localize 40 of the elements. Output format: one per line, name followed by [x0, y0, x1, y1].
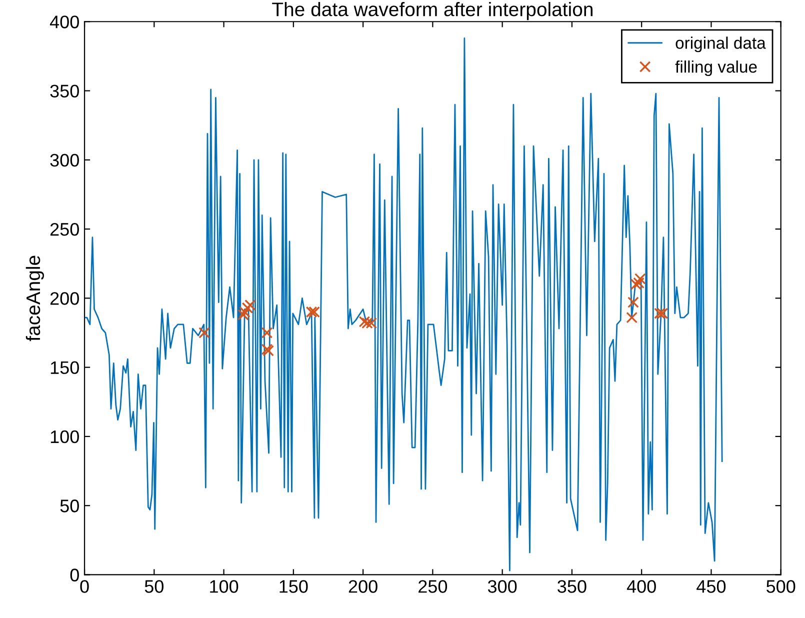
- y-tick-label: 100: [50, 430, 79, 444]
- legend-label: filling value: [675, 60, 757, 76]
- point: [633, 277, 644, 289]
- x-tick-label: 450: [696, 580, 726, 593]
- point: [242, 302, 254, 314]
- point: [634, 273, 646, 285]
- point: [238, 306, 250, 318]
- y-tick-label: 150: [50, 361, 79, 374]
- point: [654, 308, 666, 320]
- y-tick-label: 400: [50, 16, 79, 28]
- point: [308, 306, 320, 318]
- x-tick-label: 300: [488, 580, 517, 593]
- point: [656, 308, 668, 320]
- y-tick-label: 200: [50, 292, 79, 305]
- chart-title: The data waveform after interpolation: [272, 2, 592, 20]
- x-tick-label: 250: [418, 580, 448, 593]
- point: [198, 327, 210, 338]
- y-tick-label: 0: [70, 568, 79, 582]
- point: [628, 296, 639, 308]
- point: [261, 327, 273, 338]
- y-tick-label: 300: [50, 154, 79, 167]
- x-tick-label: 200: [348, 580, 378, 593]
- point: [626, 312, 638, 324]
- x-tick-label: 100: [210, 580, 238, 593]
- y-tick-label: 350: [50, 84, 79, 98]
- y-tick-label: 250: [50, 222, 79, 236]
- legend-label: original data: [676, 36, 766, 52]
- x-tick-label: 500: [766, 580, 796, 593]
- y-tick-label: 50: [60, 500, 79, 512]
- point: [244, 299, 256, 311]
- x-tick-label: 0: [80, 580, 89, 593]
- point: [362, 317, 373, 329]
- point: [238, 309, 249, 320]
- point: [630, 278, 642, 290]
- x-tick-label: 50: [144, 580, 164, 593]
- x-tick-label: 400: [626, 580, 656, 593]
- x-tick-label: 350: [558, 580, 586, 593]
- x-tick-label: 150: [280, 580, 308, 593]
- y-axis-title: faceAngle: [26, 256, 44, 342]
- point: [306, 306, 318, 318]
